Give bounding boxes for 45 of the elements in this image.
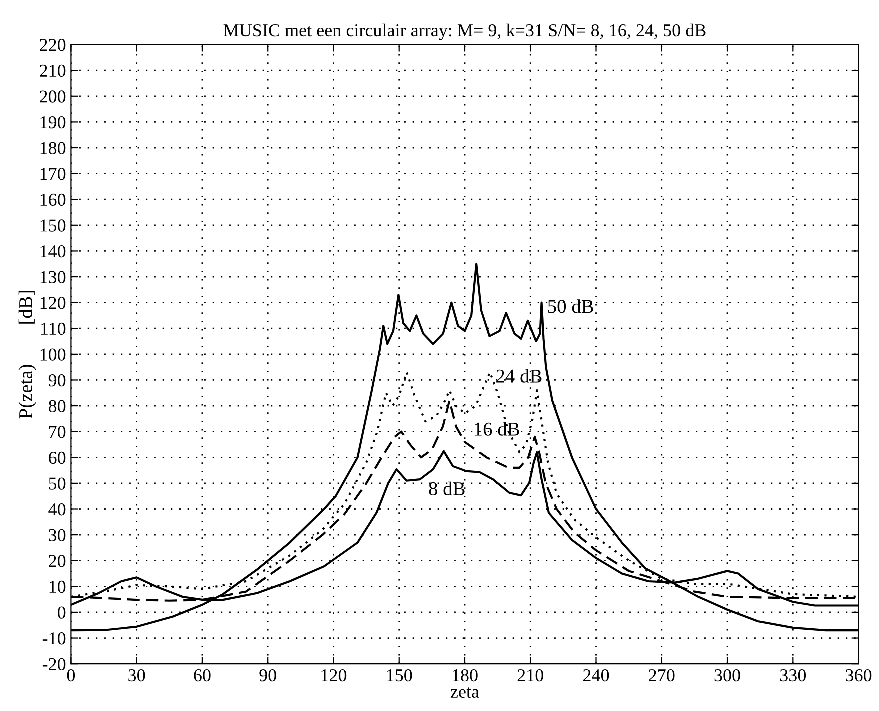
y-tick-label: 200 — [40, 90, 66, 103]
y-tick-label: 210 — [40, 64, 66, 78]
x-tick-label: 120 — [322, 669, 347, 682]
x-tick-label: 90 — [260, 669, 276, 682]
y-tick-label: 20 — [49, 555, 66, 568]
y-tick-label: 150 — [40, 220, 66, 232]
y-tick-label: 100 — [40, 348, 66, 361]
y-tick-label: 70 — [49, 426, 66, 438]
y-tick-label: 60 — [49, 452, 66, 464]
x-tick-label: 180 — [453, 669, 478, 682]
y-tick-label: 40 — [48, 504, 66, 516]
y-tick-label: 120 — [40, 297, 66, 310]
x-tick-label: 0 — [67, 669, 76, 682]
y-tick-label: 140 — [40, 245, 66, 258]
x-tick-label: 330 — [780, 669, 806, 682]
y-tick-label: 160 — [40, 194, 66, 206]
y-tick-label: 10 — [50, 580, 66, 594]
y-tick-label: -20 — [42, 658, 66, 671]
y-tick-label: 170 — [40, 168, 66, 180]
x-tick-label: 360 — [846, 669, 872, 682]
y-tick-label: 80 — [48, 400, 66, 412]
annotation: 8 dB — [429, 482, 465, 496]
y-tick-label: 110 — [42, 322, 66, 336]
y-tick-label: -10 — [42, 632, 66, 645]
y-tick-label: 180 — [40, 142, 66, 154]
y-tick-label: 90 — [48, 374, 66, 387]
x-tick-label: 150 — [387, 669, 412, 682]
y-tick-label: 0 — [58, 606, 66, 619]
y-axis-title: P(zeta) [dB] — [18, 291, 36, 419]
x-tick-label: 240 — [584, 669, 610, 682]
x-tick-label: 30 — [128, 669, 146, 682]
y-tick-label: 130 — [40, 271, 66, 284]
x-tick-label: 60 — [194, 669, 211, 682]
x-tick-label: 270 — [649, 669, 675, 682]
x-axis-title: zeta — [450, 688, 480, 698]
annotation: 16 dB — [475, 422, 520, 436]
y-tick-label: 50 — [49, 478, 66, 490]
x-tick-label: 210 — [518, 669, 544, 682]
y-tick-label: 190 — [40, 116, 66, 129]
y-tick-label: 220 — [40, 39, 66, 52]
y-tick-label: 30 — [49, 529, 66, 542]
annotation: 24 dB — [496, 369, 542, 383]
annotation: 50 dB — [548, 300, 594, 314]
chart-title: MUSIC met een circulair array: M= 9, k=31 S/N= 8, 16, 24, 50 dB — [224, 24, 706, 40]
x-tick-label: 300 — [714, 669, 740, 682]
